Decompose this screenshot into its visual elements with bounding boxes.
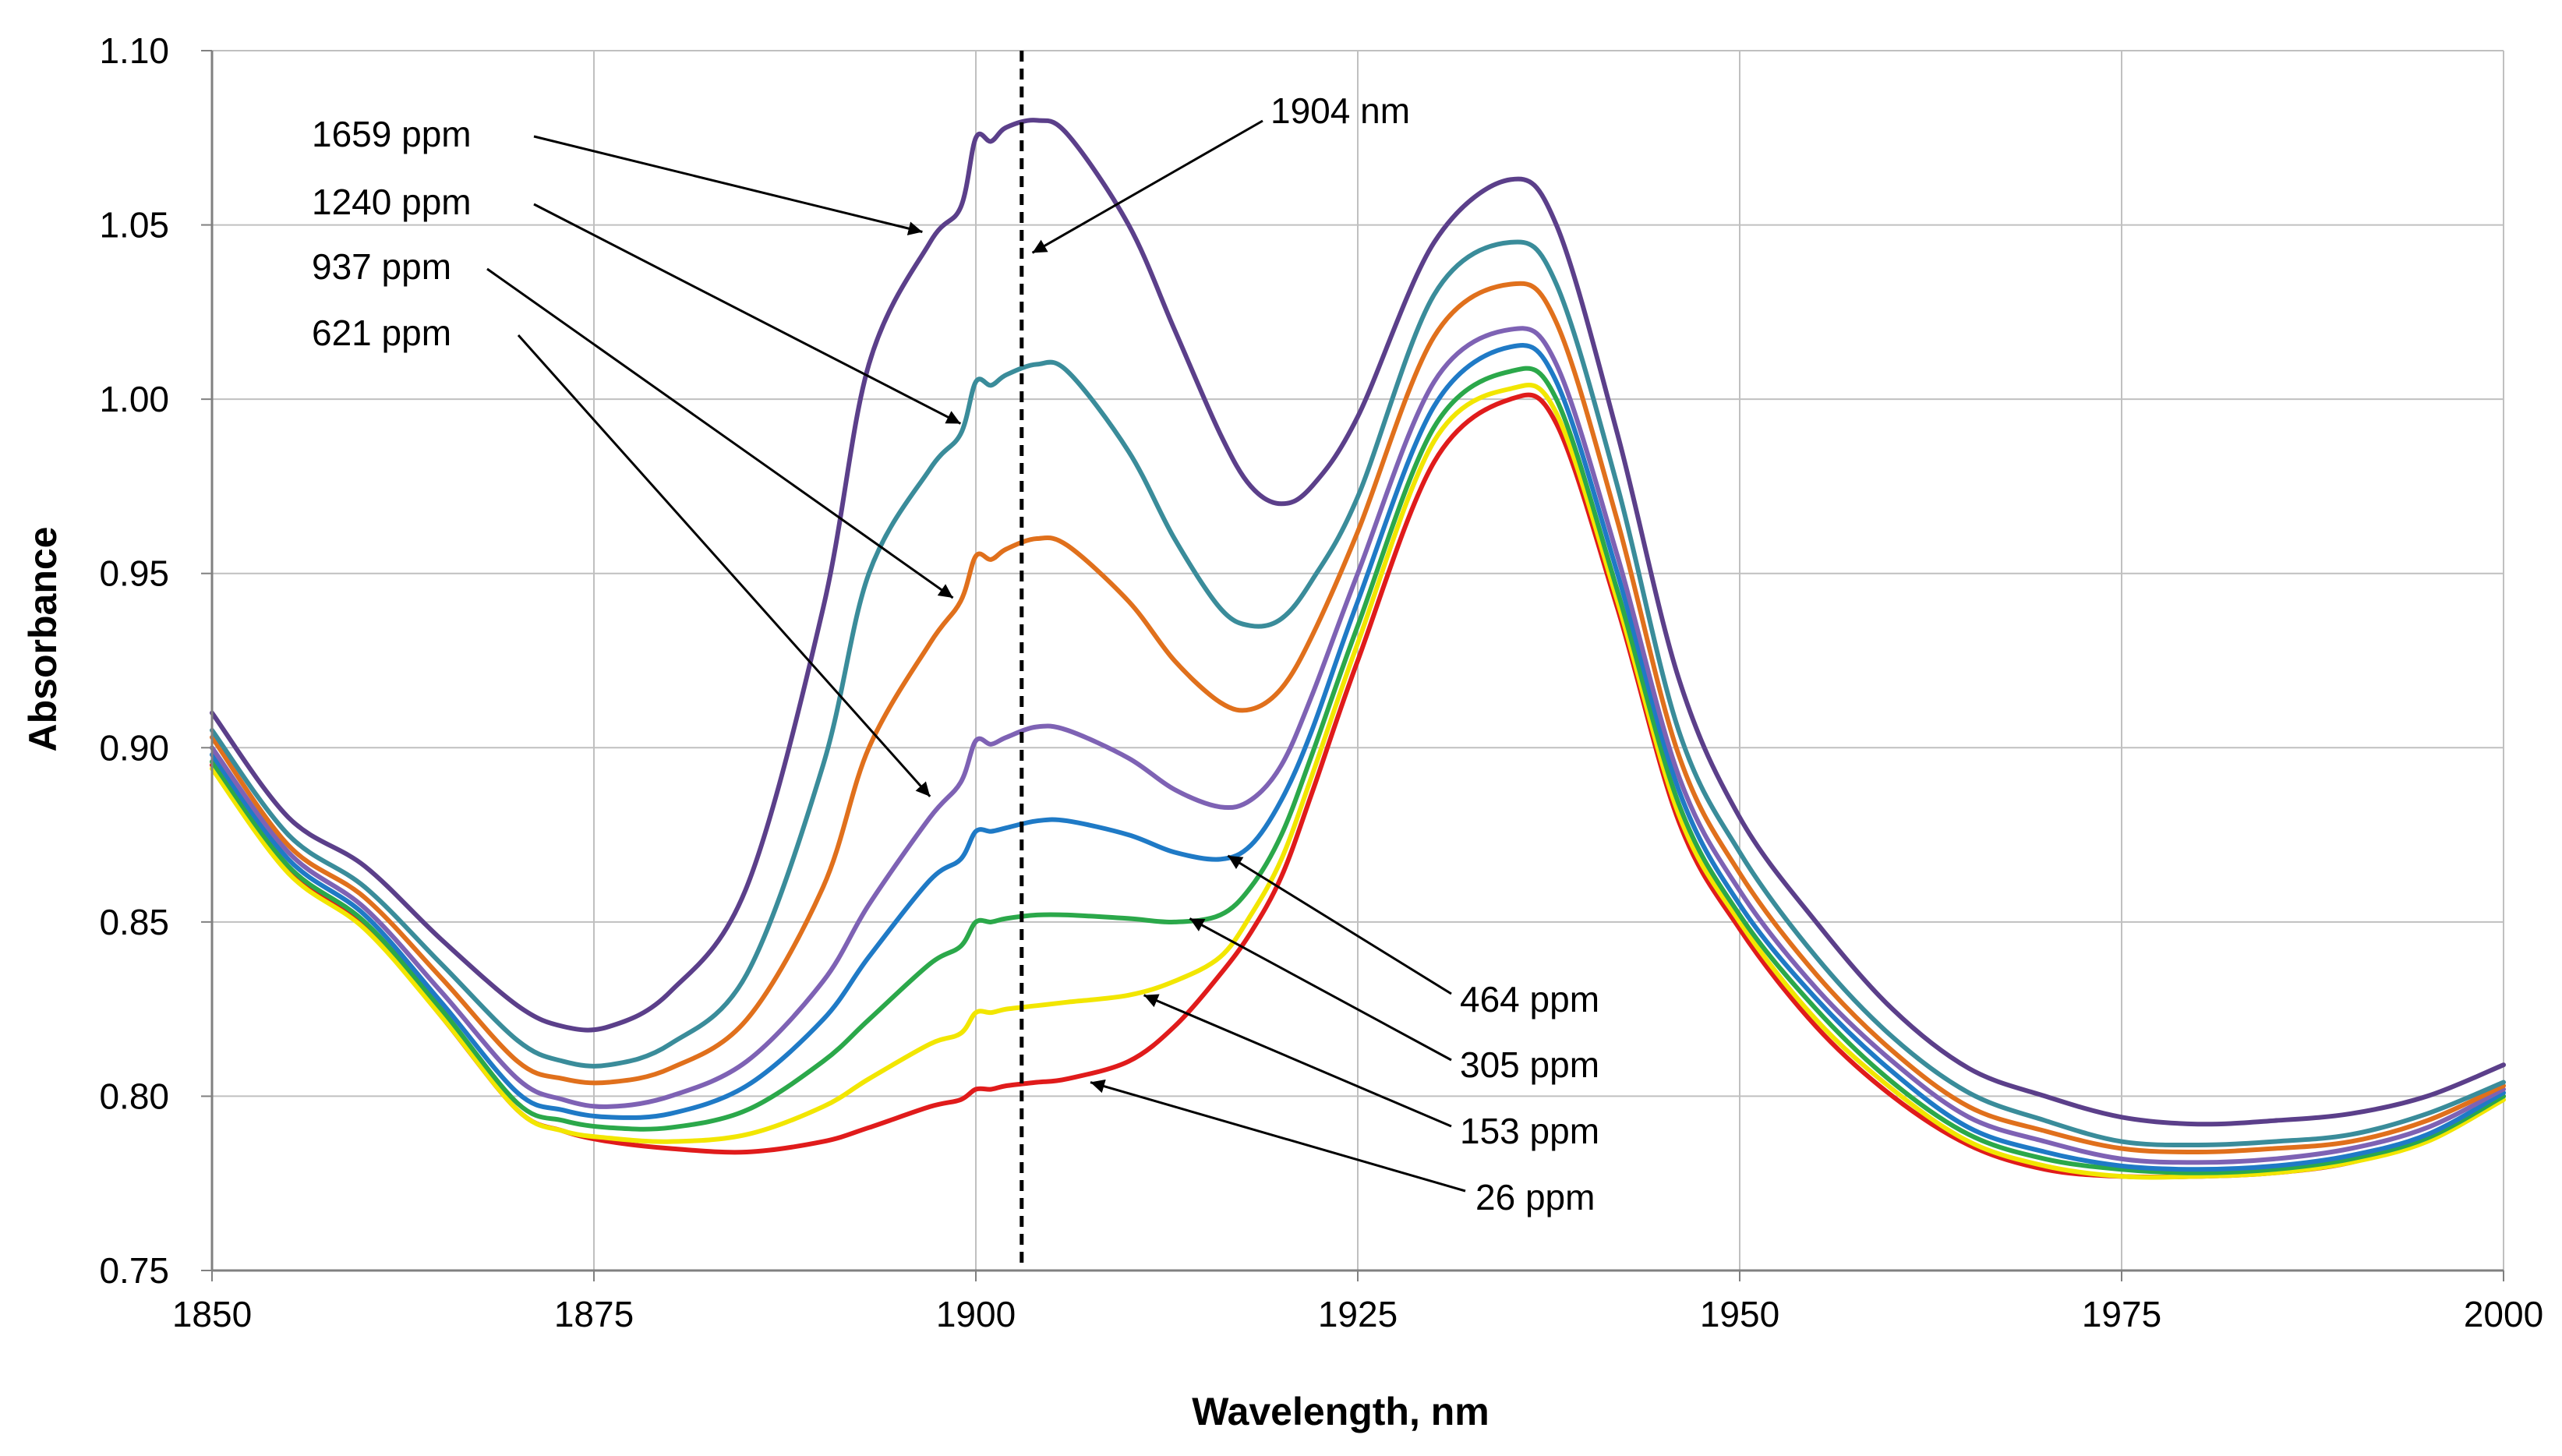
annotation-label-26-ppm: 26 ppm — [1475, 1177, 1595, 1217]
annotation-arrow-621-ppm — [517, 334, 931, 797]
series-line-1659-ppm — [210, 118, 2506, 1127]
y-axis-title: Absorbance — [21, 527, 65, 752]
series-line-464-ppm — [210, 343, 2506, 1172]
annotation-arrow-26-ppm — [1090, 1079, 1466, 1193]
y-tick-label: 0.85 — [99, 902, 169, 942]
y-tick-label: 0.75 — [99, 1250, 169, 1291]
annotation-label-153-ppm: 153 ppm — [1460, 1111, 1599, 1151]
annotation-label-1904-nm: 1904 nm — [1270, 90, 1410, 131]
x-tick-label: 1900 — [936, 1294, 1016, 1334]
annotation-arrow-464-ppm — [1227, 854, 1452, 995]
annotation-arrow-1904-nm — [1031, 119, 1263, 254]
series-line-937-ppm — [210, 281, 2506, 1154]
series-line-26-ppm — [210, 392, 2506, 1180]
annotation-arrow-937-ppm — [486, 267, 954, 599]
annotation-arrow-153-ppm — [1143, 994, 1452, 1128]
y-tick-label: 1.00 — [99, 379, 169, 419]
annotation-label-621-ppm: 621 ppm — [312, 313, 451, 353]
y-tick-label: 1.05 — [99, 205, 169, 246]
y-tick-label: 0.95 — [99, 553, 169, 594]
annotation-arrow-1240-ppm — [533, 203, 962, 425]
x-axis-title: Wavelength, nm — [1192, 1390, 1489, 1433]
annotation-label-1240-ppm: 1240 ppm — [312, 182, 472, 222]
annotation-arrow-305-ppm — [1189, 917, 1452, 1062]
series-line-621-ppm — [210, 326, 2506, 1165]
y-tick-label: 0.90 — [99, 727, 169, 768]
series-line-1240-ppm — [210, 239, 2506, 1148]
x-tick-label: 1950 — [1700, 1294, 1779, 1334]
x-tick-label: 1925 — [1318, 1294, 1398, 1334]
y-tick-label: 0.80 — [99, 1076, 169, 1116]
x-tick-label: 1975 — [2082, 1294, 2161, 1334]
grid — [211, 50, 2504, 1271]
annotation-label-1659-ppm: 1659 ppm — [312, 114, 472, 154]
y-tick-label: 1.10 — [99, 30, 169, 71]
x-tick-label: 1875 — [554, 1294, 634, 1334]
series-group — [210, 118, 2506, 1180]
x-tick-label: 1850 — [172, 1294, 252, 1334]
annotation-label-464-ppm: 464 ppm — [1460, 979, 1599, 1020]
series-line-153-ppm — [210, 383, 2506, 1180]
annotation-label-937-ppm: 937 ppm — [312, 246, 451, 287]
annotations: 1659 ppm 1240 ppm 937 ppm 621 ppm 464 ppm 305… — [312, 90, 1599, 1217]
annotation-label-305-ppm: 305 ppm — [1460, 1044, 1599, 1085]
annotation-arrow-1659-ppm — [533, 135, 923, 235]
axes: 1850 1875 1900 1925 1950 1975 2000 0.75 0.80 0.85… — [99, 30, 2543, 1334]
x-tick-label: 2000 — [2464, 1294, 2543, 1334]
series-line-305-ppm — [210, 366, 2506, 1175]
